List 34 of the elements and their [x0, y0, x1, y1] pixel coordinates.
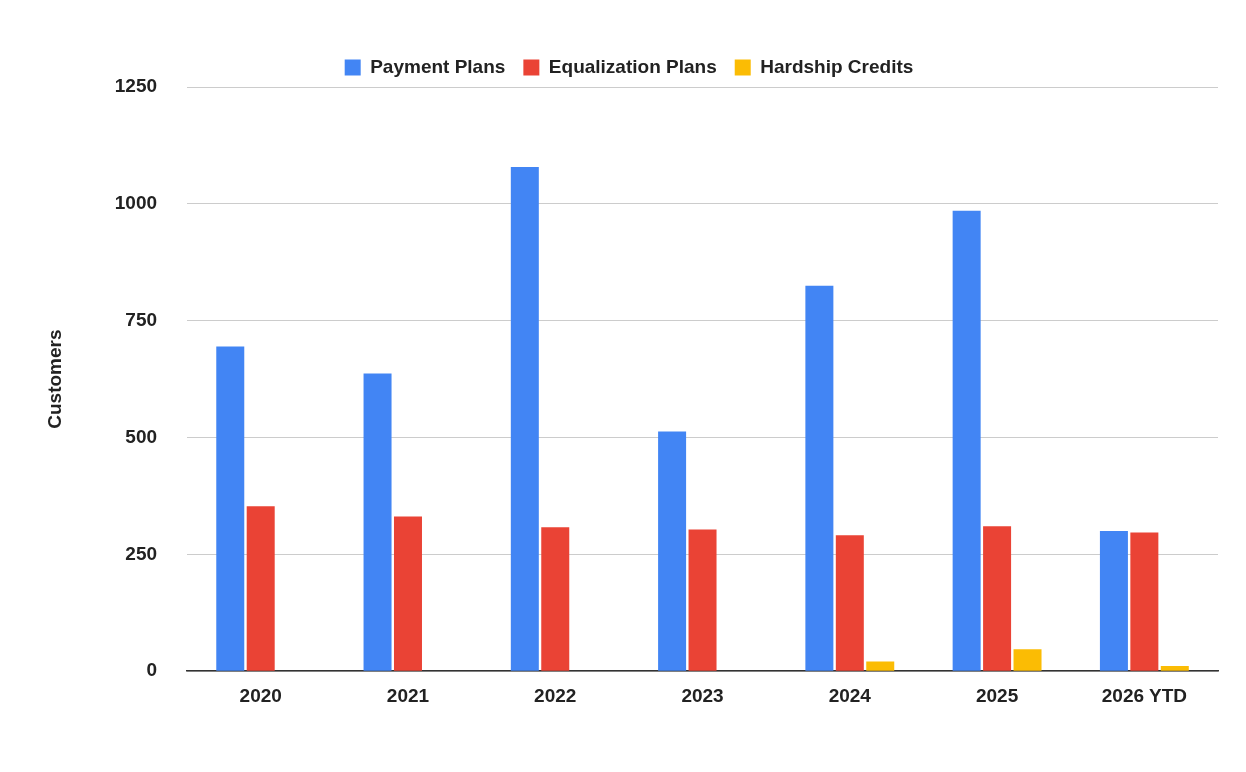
y-tick-label: 1250: [114, 75, 158, 97]
bar: [363, 373, 392, 671]
bar: [216, 346, 245, 671]
y-tick-label: 750: [125, 308, 158, 330]
x-tick-label: 2024: [828, 684, 872, 706]
bar: [1099, 530, 1128, 671]
x-tick-label: 2021: [386, 684, 430, 706]
y-tick-label: 1000: [114, 192, 158, 214]
legend-label: Equalization Plans: [548, 55, 717, 77]
bar: [393, 516, 422, 671]
y-axis-title: Customers: [43, 329, 65, 429]
legend-label: Hardship Credits: [760, 55, 914, 77]
y-tick-label: 250: [125, 542, 158, 564]
bar: [835, 535, 864, 671]
bar: [1160, 666, 1189, 671]
x-tick-label: 2023: [681, 684, 724, 706]
bar: [246, 506, 275, 671]
bar: [688, 529, 717, 671]
bar: [541, 527, 570, 671]
bar: [510, 166, 539, 671]
x-tick-label: 2020: [239, 684, 282, 706]
bar: [805, 285, 834, 671]
bar: [866, 661, 895, 671]
bar: [983, 526, 1012, 671]
bar: [1130, 532, 1159, 671]
x-tick-label: 2025: [975, 684, 1019, 706]
bar: [1013, 649, 1042, 671]
bar: [658, 431, 687, 671]
bar: [952, 210, 981, 671]
legend-label: Payment Plans: [370, 55, 506, 77]
y-tick-label: 0: [146, 659, 158, 681]
x-tick-label: 2026 YTD: [1101, 684, 1187, 706]
y-tick-label: 500: [125, 425, 158, 447]
x-tick-label: 2022: [534, 684, 577, 706]
